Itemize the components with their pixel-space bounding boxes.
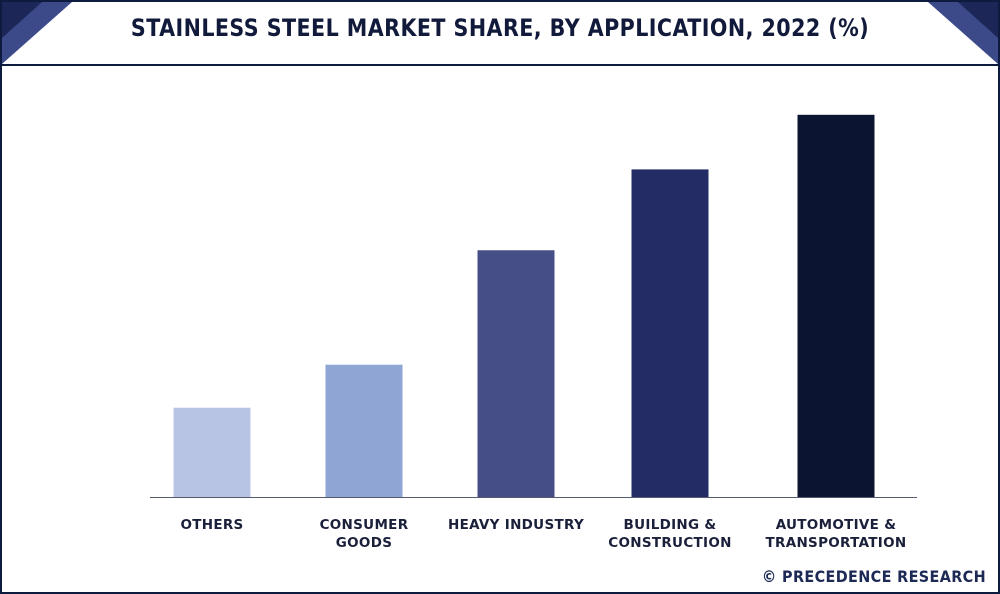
x-tick-label: OTHERS	[180, 517, 243, 533]
x-tick-label: AUTOMOTIVE & TRANSPORTATION	[766, 517, 907, 551]
bar-others	[173, 407, 251, 497]
source-credit: © PRECEDENCE RESEARCH	[761, 567, 986, 586]
x-tick-label: HEAVY INDUSTRY	[448, 517, 584, 533]
corner-decoration-right	[928, 2, 998, 64]
x-tick-label: CONSUMER GOODS	[320, 517, 409, 551]
bar-consumer-goods	[325, 364, 403, 497]
x-tick-label: BUILDING & CONSTRUCTION	[608, 517, 732, 551]
bar-heavy-industry	[477, 250, 555, 497]
corner-decoration-left	[2, 2, 72, 64]
title-banner: STAINLESS STEEL MARKET SHARE, BY APPLICA…	[2, 2, 998, 66]
bar-automotive-transportation	[797, 114, 875, 498]
bar-building-construction	[631, 169, 709, 497]
chart-title: STAINLESS STEEL MARKET SHARE, BY APPLICA…	[130, 14, 870, 42]
